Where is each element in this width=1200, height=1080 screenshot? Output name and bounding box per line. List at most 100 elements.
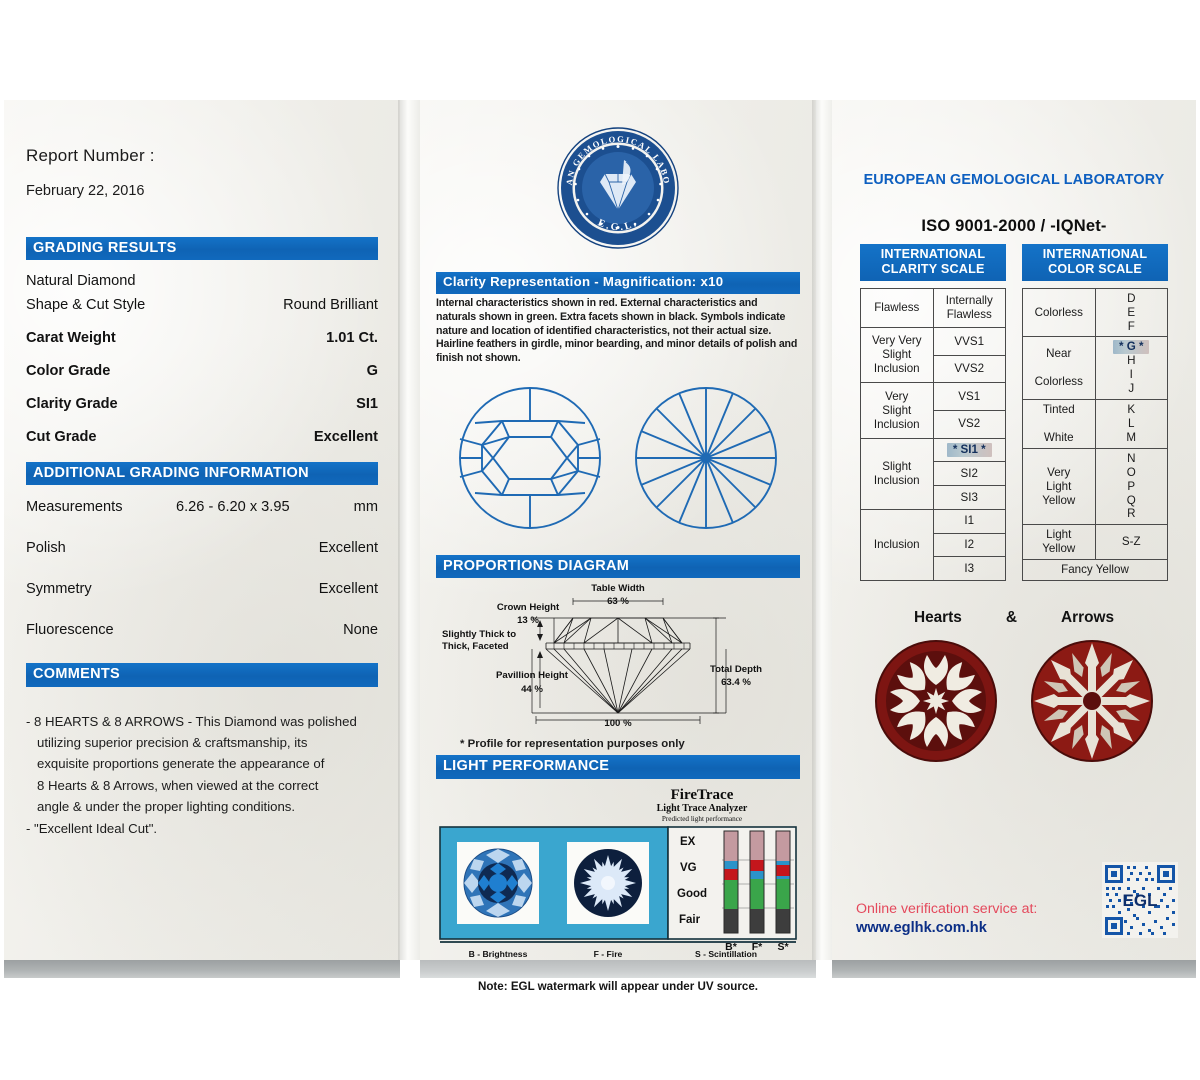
row-carat-weight: Carat Weight 1.01 Ct.: [26, 330, 378, 346]
row-key: Symmetry: [26, 581, 92, 598]
clarity-highlight-badge: * SI1 *: [946, 443, 992, 457]
panel-center: EUROPEAN GEMOLOGICAL LABORATORY E.G.L. C…: [420, 100, 816, 993]
table-row: Slight Inclusion * SI1 *: [860, 437, 1006, 510]
row-measurements: Measurements 6.26 - 6.20 x 3.95 mm: [26, 499, 378, 515]
firetrace-level-good: Good: [677, 888, 707, 900]
verification-url[interactable]: www.eglhk.com.hk: [856, 920, 987, 936]
scale-headers: INTERNATIONAL CLARITY SCALE INTERNATIONA…: [832, 244, 1196, 281]
row-key: Shape & Cut Style: [26, 297, 146, 314]
table-row: Very Very Slight Inclusion VVS1: [860, 327, 1006, 384]
firetrace-bar-b: B*: [725, 941, 738, 953]
measurements-value: 6.26 - 6.20 x 3.95: [176, 499, 290, 516]
panel-right: EUROPEAN GEMOLOGICAL LABORATORY ISO 9001…: [832, 100, 1196, 978]
row-value: G: [366, 363, 378, 380]
hearts-arrows-title: Hearts & Arrows: [832, 609, 1196, 627]
firetrace-sub2: Predicted light performance: [662, 815, 742, 823]
light-performance-header: LIGHT PERFORMANCE: [436, 755, 800, 779]
panel-fold-right: [812, 100, 834, 960]
firetrace-sub1: Light Trace Analyzer: [657, 803, 748, 814]
clarity-grade-si2: SI2: [932, 461, 1006, 487]
row-value: Excellent: [313, 429, 378, 446]
row-natural-diamond: Natural Diamond: [26, 273, 378, 289]
firetrace-level-vg: VG: [680, 862, 697, 874]
proportions-footnote: * Profile for representation purposes on…: [460, 738, 685, 751]
pavilion-label: Pavillion Height: [496, 670, 569, 681]
clarity-scale-table: Flawless Internally Flawless Very Very Sl…: [860, 287, 1006, 582]
crown-plot-diagram: [454, 382, 606, 539]
clarity-representation-header: Clarity Representation - Magnification: …: [436, 272, 800, 294]
ampersand-label: &: [1005, 609, 1017, 627]
arrows-image: [1031, 640, 1153, 763]
comment-line: 8 Hearts & 8 Arrows, when viewed at the …: [26, 777, 319, 793]
table-row: Very Slight Inclusion VS1: [860, 382, 1006, 439]
table-row: I3: [861, 556, 1006, 582]
table-row: Inclusion I1: [860, 508, 1006, 582]
report-number-label: Report Number :: [26, 146, 155, 165]
firetrace-gauge-b: [723, 830, 739, 934]
total-depth-value: 63.4 %: [721, 677, 751, 688]
table-row: Light Yellow S-Z: [1022, 524, 1168, 561]
table-width-value: 63 %: [607, 596, 629, 607]
clarity-grade-vs1: VS1: [932, 382, 1006, 412]
color-highlight-badge: * G *: [1113, 340, 1150, 355]
table-row: Near Colorless * G * H I J: [1022, 336, 1168, 401]
caption-scintillation: S - Scintillation: [695, 949, 757, 959]
color-scale-header-l1: INTERNATIONAL: [1042, 247, 1148, 261]
proportions-diagram-header: PROPORTIONS DIAGRAM: [436, 555, 800, 579]
row-fluorescence: Fluorescence None: [26, 622, 378, 638]
row-value: 1.01 Ct.: [326, 330, 378, 347]
firetrace-level-fair: Fair: [679, 914, 701, 926]
crown-height-label: Crown Height: [497, 602, 560, 613]
svg-text:E.G.L.: E.G.L.: [596, 217, 640, 233]
color-group-very-light-yellow: Very Light Yellow: [1022, 447, 1096, 526]
row-value: None: [343, 622, 378, 639]
clarity-grade-i1: I1: [932, 508, 1006, 534]
firetrace-bar-s: S*: [777, 941, 789, 953]
comment-line: - 8 HEARTS & 8 ARROWS - This Diamond was…: [26, 713, 357, 729]
clarity-group-vvs: Very Very Slight Inclusion: [860, 327, 934, 384]
firetrace-level-ex: EX: [680, 836, 696, 848]
measurements-label: Measurements: [26, 499, 123, 516]
clarity-group-si: Slight Inclusion: [860, 437, 934, 510]
panel-fold-left: [398, 100, 420, 960]
row-cut-grade: Cut Grade Excellent: [26, 429, 378, 445]
row-value: SI1: [356, 396, 378, 413]
report-header: Report Number : February 22, 2016: [26, 100, 378, 199]
fire-diamond-image: [574, 848, 642, 917]
row-key: Natural Diamond: [26, 273, 136, 290]
color-letters-ghij: * G * H I J: [1094, 336, 1168, 401]
color-scale-header: INTERNATIONAL COLOR SCALE: [1022, 244, 1168, 281]
clarity-grade-vs2: VS2: [932, 410, 1006, 439]
additional-grading-rows: Measurements 6.26 - 6.20 x 3.95 mm Polis…: [26, 499, 378, 638]
clarity-plot-diagrams: [436, 382, 800, 539]
color-group-fancy-yellow: Fancy Yellow: [1022, 559, 1168, 582]
clarity-scale-header: INTERNATIONAL CLARITY SCALE: [860, 244, 1006, 281]
clarity-scale-header-l1: INTERNATIONAL: [880, 247, 986, 261]
girdle-label-1: Slightly Thick to: [442, 629, 516, 640]
row-key: Color Grade: [26, 363, 111, 380]
measurements-unit: mm: [353, 499, 378, 516]
clarity-scale-header-l2: CLARITY SCALE: [881, 261, 985, 276]
comment-line: exquisite proportions generate the appea…: [26, 756, 325, 772]
row-key: Cut Grade: [26, 429, 97, 446]
firetrace-gauge-f: [749, 830, 765, 934]
color-scale-header-l2: COLOR SCALE: [1048, 261, 1142, 276]
qr-code[interactable]: EGL: [1102, 862, 1178, 938]
clarity-grade-i2: I2: [932, 532, 1006, 558]
row-key: Polish: [26, 540, 66, 557]
clarity-group-flawless: Flawless: [860, 287, 934, 329]
table-row: SI2: [861, 461, 1006, 487]
online-verification: Online verification service at: www.eglh…: [856, 901, 1037, 936]
row-shape-cut-style: Shape & Cut Style Round Brilliant: [26, 297, 378, 313]
row-key: Fluorescence: [26, 622, 114, 639]
clarity-grade-vvs2: VVS2: [932, 354, 1006, 384]
row-value: Excellent: [318, 540, 378, 557]
caption-fire: F - Fire: [594, 949, 623, 959]
clarity-grade-i3: I3: [932, 556, 1006, 582]
pavilion-plot-diagram: [630, 382, 782, 539]
hearts-image: [875, 640, 997, 763]
